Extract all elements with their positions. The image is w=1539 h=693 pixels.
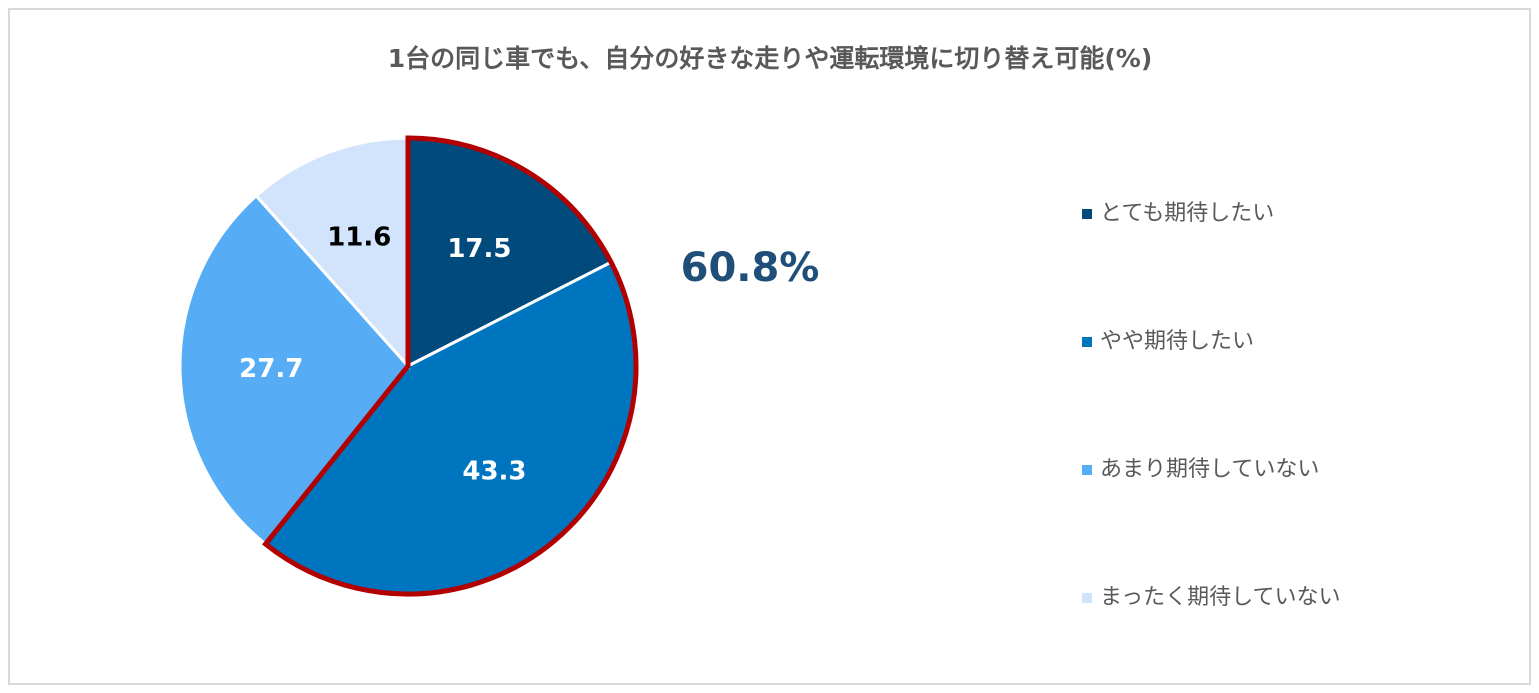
data-label: 43.3: [462, 457, 526, 487]
highlight-outline: [262, 135, 639, 597]
legend-label: あまり期待していない: [1100, 457, 1319, 482]
data-label: 27.7: [239, 354, 303, 384]
chart-title: 1台の同じ車でも、自分の好きな走りや運転環境に切り替え可能(%): [388, 44, 1153, 73]
legend-marker: [1082, 209, 1092, 219]
legend-marker: [1082, 465, 1092, 475]
legend-label: まったく期待していない: [1100, 585, 1340, 610]
legend-label: とても期待したい: [1100, 201, 1274, 226]
legend-marker: [1082, 593, 1092, 603]
pie-slice: [178, 193, 410, 547]
legend-label: やや期待したい: [1100, 329, 1254, 354]
annotation: 60.8%: [681, 245, 820, 291]
legend-marker: [1082, 337, 1092, 347]
data-label: 11.6: [327, 223, 391, 253]
pie-slice: [254, 136, 410, 370]
data-label: 17.5: [447, 234, 511, 264]
